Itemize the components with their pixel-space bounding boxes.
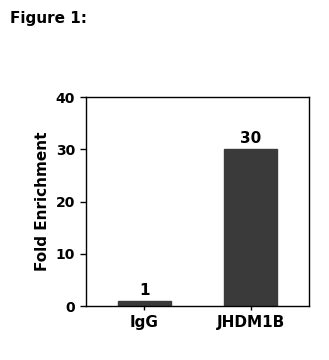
Text: 1: 1 [139, 283, 149, 298]
Bar [117, 301, 171, 306]
Bar [224, 149, 277, 306]
Y-axis label: Fold Enrichment: Fold Enrichment [35, 132, 50, 271]
Text: 30: 30 [240, 131, 261, 146]
Text: Figure 1:: Figure 1: [10, 11, 87, 26]
